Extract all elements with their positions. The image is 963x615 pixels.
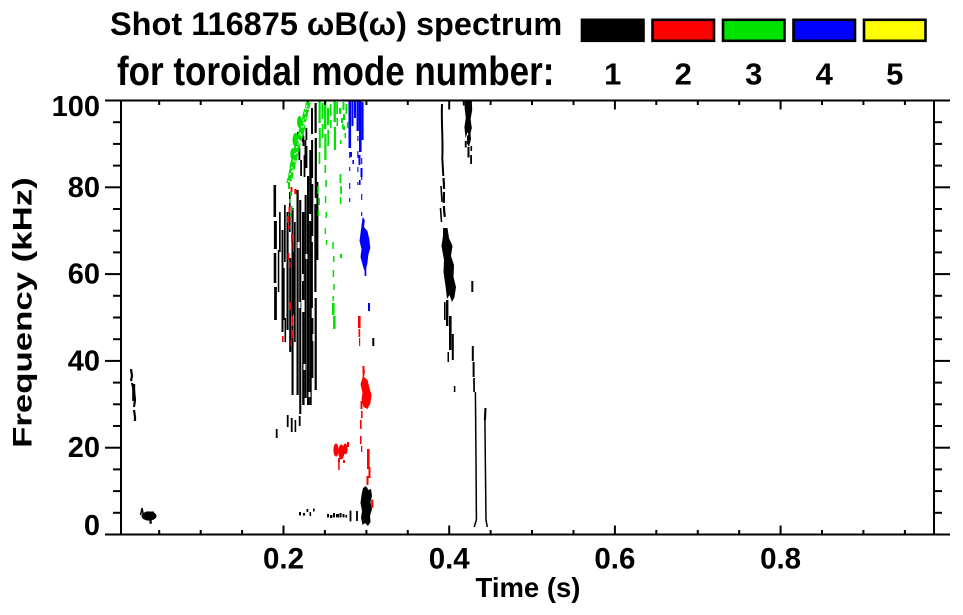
svg-text:3: 3 <box>745 57 762 92</box>
svg-text:20: 20 <box>68 432 100 464</box>
svg-text:4: 4 <box>816 57 834 92</box>
svg-text:80: 80 <box>68 172 100 204</box>
svg-text:1: 1 <box>604 57 621 92</box>
svg-text:Frequency (kHz): Frequency (kHz) <box>7 177 37 448</box>
svg-text:0: 0 <box>84 510 100 542</box>
svg-text:40: 40 <box>68 345 100 377</box>
svg-text:100: 100 <box>52 91 100 123</box>
svg-text:0.4: 0.4 <box>429 543 471 576</box>
svg-text:0.2: 0.2 <box>263 543 304 576</box>
svg-text:2: 2 <box>675 57 692 92</box>
svg-text:60: 60 <box>68 259 100 291</box>
svg-text:Time (s): Time (s) <box>476 572 581 603</box>
svg-text:5: 5 <box>886 57 903 92</box>
svg-text:0.6: 0.6 <box>594 543 635 576</box>
svg-text:for toroidal mode number:: for toroidal mode number: <box>117 50 554 95</box>
svg-text:Shot 116875 ωB(ω) spectrum: Shot 116875 ωB(ω) spectrum <box>110 6 562 42</box>
svg-text:0.8: 0.8 <box>760 543 801 576</box>
